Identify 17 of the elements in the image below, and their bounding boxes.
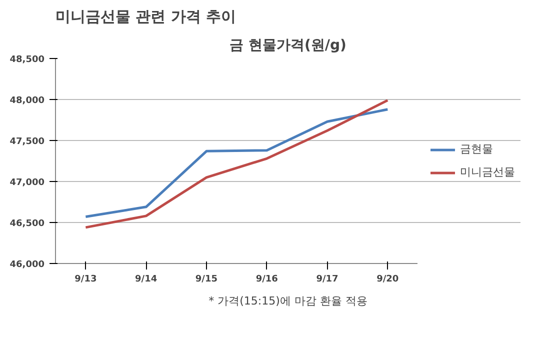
x-tick-label: 9/17 <box>316 274 338 284</box>
chart-subtitle: 금 현물가격(원/g) <box>230 38 346 54</box>
x-tick-label: 9/13 <box>74 274 97 284</box>
chart-title: 미니금선물 관련 가격 추이 <box>56 8 236 26</box>
x-tick-label: 9/14 <box>135 274 158 284</box>
x-tick-label: 9/15 <box>195 274 218 284</box>
y-tick-label: 46,500 <box>10 219 45 229</box>
legend-label: 미니금선물 <box>460 164 515 180</box>
legend-label: 금현물 <box>460 142 493 156</box>
y-tick-label: 47,500 <box>10 137 45 147</box>
x-tick-label: 9/20 <box>376 274 399 284</box>
y-tick-label: 47,000 <box>10 178 45 188</box>
text: * 가격(15:15)에 마감 환율 적용 <box>208 294 368 308</box>
y-tick-label: 48,000 <box>10 96 45 106</box>
y-tick-label: 48,500 <box>10 55 45 65</box>
y-tick-label: 46,000 <box>10 260 45 270</box>
x-tick-label: 9/16 <box>256 274 278 284</box>
